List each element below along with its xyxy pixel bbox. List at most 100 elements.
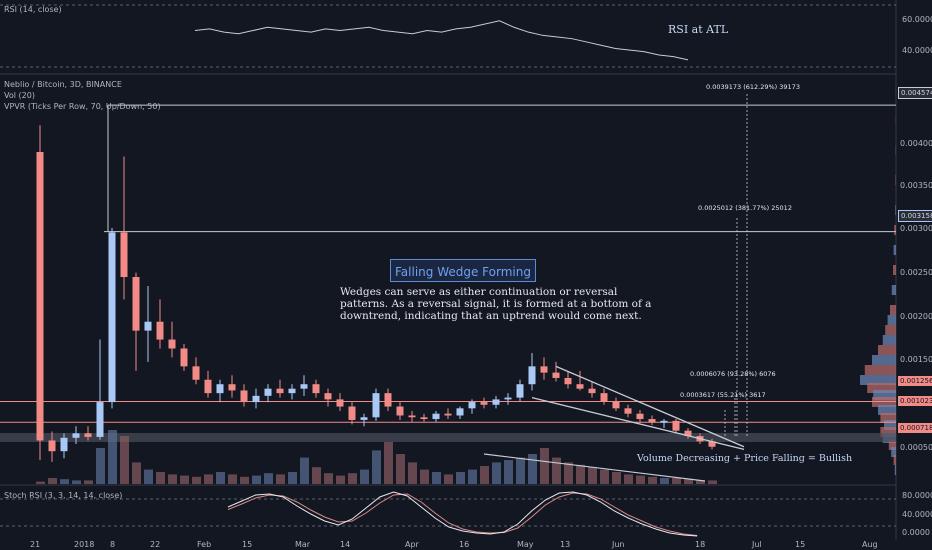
candle-body: [120, 232, 128, 278]
stoch-d-line: [227, 492, 698, 536]
volume-bar: [492, 462, 501, 484]
vpvr-bar: [891, 447, 896, 457]
wedge-text-line-2: patterns. As a reversal signal, it is fo…: [340, 298, 652, 310]
rsi-pane-title: RSI (14, close): [4, 5, 62, 14]
vpvr-bar: [880, 427, 896, 437]
wedge-title: Falling Wedge Forming: [395, 265, 531, 279]
main-pane-title: Neblio / Bitcoin, 3D, BINANCE: [4, 80, 122, 89]
volume-bar: [576, 464, 585, 484]
x-axis-label: 21: [30, 540, 41, 549]
x-axis-label: Apr: [405, 540, 419, 549]
candle-body: [228, 384, 236, 391]
vpvr-bar: [890, 305, 896, 315]
target-label-2: 0.0025012 (381.77%) 25012: [698, 204, 792, 212]
candle-body: [192, 366, 200, 380]
candle-body: [216, 384, 224, 394]
vpvr-bar: [878, 345, 896, 355]
volume-bar: [288, 472, 297, 484]
x-axis-label: 8: [110, 540, 116, 549]
x-axis-label: Jul: [752, 540, 762, 549]
price-tick-0005: 0.0005000: [900, 443, 932, 452]
x-axis-label: 15: [242, 540, 253, 549]
stoch-tick-40: 40.0000: [902, 510, 932, 519]
price-tag-level-2: 0.0010235: [898, 396, 932, 406]
volume-bar: [144, 469, 153, 484]
volume-bar: [120, 436, 129, 484]
volume-trend-line: [483, 453, 706, 482]
price-tick-0035: 0.0035000: [900, 181, 932, 190]
price-tick-0030: 0.0030000: [900, 224, 932, 233]
volume-bar: [324, 473, 333, 484]
vpvr-bar: [860, 375, 896, 385]
rsi-tick-40: 40.0000: [902, 46, 932, 55]
price-tag-resistance: 0.0031589: [898, 210, 932, 222]
candle-body: [324, 393, 332, 400]
candle-body: [252, 395, 260, 403]
volume-bar: [216, 472, 225, 484]
candle-body: [480, 402, 488, 405]
vpvr-bar: [893, 265, 896, 275]
volume-bar: [48, 478, 57, 484]
x-axis-label: Aug: [862, 540, 878, 549]
volume-indicator-title: Vol (20): [4, 91, 35, 100]
candle-body: [420, 417, 428, 420]
volume-bar: [648, 476, 657, 484]
volume-bar: [180, 475, 189, 484]
wedge-lower-line: [531, 396, 745, 451]
rsi-atl-annotation: RSI at ATL: [668, 23, 729, 36]
x-axis-label: 13: [560, 540, 571, 549]
volume-bar: [348, 473, 357, 484]
stoch-tick-0: 0.0000: [902, 528, 930, 537]
price-tag-ath: 0.0045740: [898, 87, 932, 99]
candle-body: [624, 408, 632, 414]
volume-bar: [276, 474, 285, 484]
x-axis-label: May: [517, 540, 534, 549]
x-axis-label: 18: [695, 540, 706, 549]
candle-body: [684, 430, 692, 437]
volume-bar: [456, 472, 465, 484]
vpvr-bar: [864, 365, 896, 375]
volume-bar: [672, 478, 681, 484]
volume-bar: [312, 467, 321, 484]
volume-bar: [168, 474, 177, 484]
candle-body: [648, 419, 656, 423]
candle-body: [384, 393, 392, 407]
volume-bar: [132, 462, 141, 484]
vpvr-bar: [884, 420, 896, 430]
volume-bar: [204, 474, 213, 484]
vpvr-bar: [872, 397, 896, 407]
volume-bar: [108, 430, 117, 484]
volume-bar: [636, 475, 645, 484]
candle-body: [492, 399, 500, 405]
wedge-text-line-1: Wedges can serve as either continuation …: [340, 286, 618, 298]
volume-bar: [336, 475, 345, 484]
vpvr-indicator-title: VPVR (Ticks Per Row, 70, Up/Down, 50): [4, 102, 161, 111]
volume-bar: [504, 460, 513, 484]
candle-body: [660, 420, 668, 423]
volume-bar: [516, 457, 525, 484]
candle-body: [144, 321, 152, 331]
candle-body: [204, 379, 212, 394]
volume-bar: [360, 469, 369, 484]
candle-body: [168, 339, 176, 349]
candle-body: [444, 413, 452, 416]
vpvr-bar: [888, 440, 896, 450]
vpvr-bar: [895, 205, 896, 215]
candle-body: [552, 372, 560, 378]
volume-bar: [600, 469, 609, 484]
candle-body: [528, 366, 536, 385]
candle-body: [372, 393, 380, 418]
price-tick-0015: 0.0015000: [900, 355, 932, 364]
volume-note: Volume Decreasing + Price Falling = Bull…: [637, 453, 853, 464]
vpvr-bar: [894, 225, 896, 235]
wedge-upper-line: [555, 365, 745, 448]
volume-bar: [528, 454, 537, 484]
candle-body: [636, 413, 644, 420]
volume-bar: [84, 480, 93, 484]
candle-body: [300, 384, 308, 389]
target-label-1: 0.0039173 (612.29%) 39173: [706, 83, 800, 91]
x-axis-label: 14: [340, 540, 351, 549]
candle-body: [600, 393, 608, 402]
